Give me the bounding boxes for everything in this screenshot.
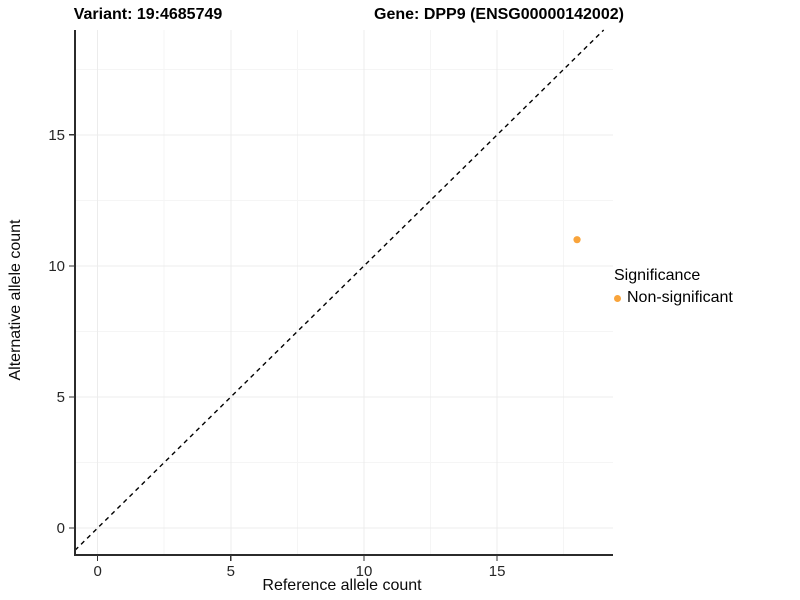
legend: Significance Non-significant [614, 267, 733, 307]
y-tick-label: 0 [57, 520, 65, 537]
y-tick-label: 15 [48, 127, 65, 144]
x-tick-label: 10 [356, 563, 373, 580]
legend-item-label: Non-significant [627, 289, 733, 306]
x-tick-label: 0 [93, 563, 101, 580]
gene-title: Gene: DPP9 (ENSG00000142002) [374, 6, 624, 23]
y-tick-label: 5 [57, 389, 65, 406]
x-tick-label: 5 [227, 563, 235, 580]
x-axis-title: Reference allele count [262, 577, 422, 594]
legend-title: Significance [614, 267, 701, 284]
legend-item: Non-significant [614, 289, 733, 307]
legend-point-icon [614, 294, 621, 302]
y-axis-title: Alternative allele count [7, 219, 24, 381]
identity-dashed-line [74, 29, 605, 551]
data-point [573, 236, 581, 244]
variant-title: Variant: 19:4685749 [73, 6, 223, 23]
x-tick-label: 15 [489, 563, 506, 580]
y-tick-label: 10 [48, 258, 65, 275]
